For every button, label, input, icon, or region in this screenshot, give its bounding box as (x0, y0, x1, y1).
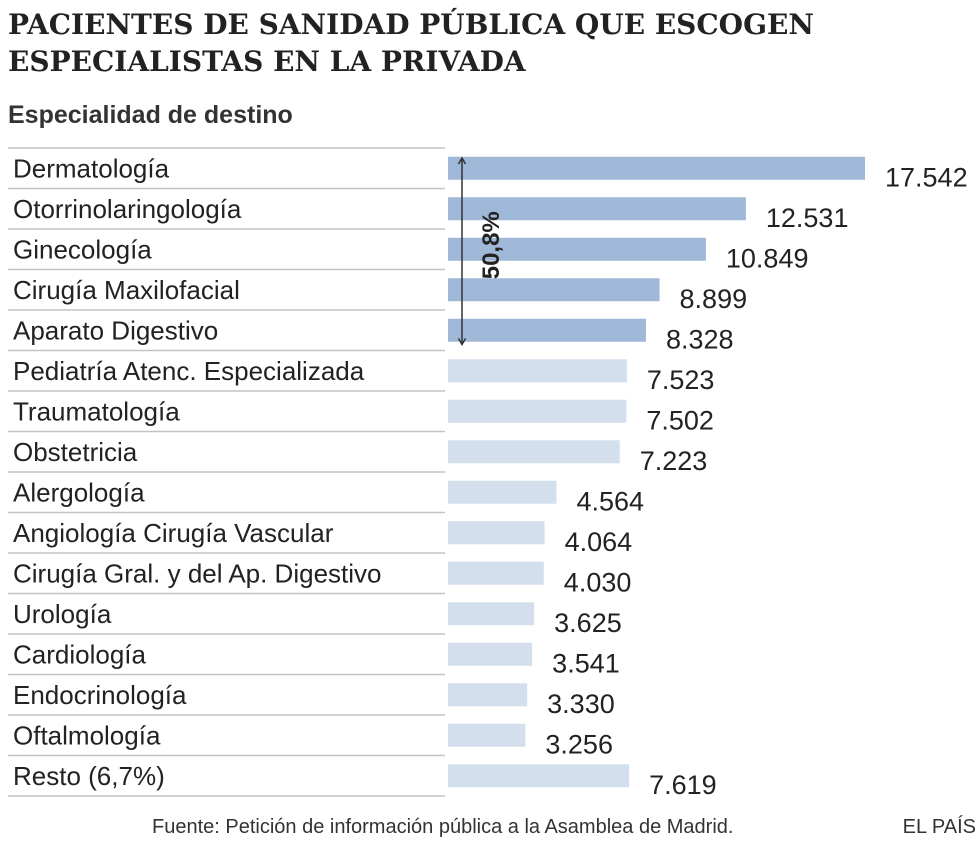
bar (448, 399, 627, 423)
value-label: 7.619 (649, 770, 717, 800)
value-label: 7.523 (647, 365, 715, 395)
value-label: 8.899 (680, 284, 748, 314)
value-label: 12.531 (766, 203, 849, 233)
bar (448, 278, 660, 302)
brand-label: EL PAÍS (902, 816, 976, 838)
value-label: 4.564 (576, 486, 644, 516)
category-label: Cardiología (13, 639, 147, 669)
bar (448, 602, 535, 626)
bar (448, 237, 706, 261)
category-label: Traumatología (13, 396, 180, 426)
category-label: Cirugía Maxilofacial (13, 275, 240, 305)
category-label: Obstetricia (13, 437, 138, 467)
value-label: 3.625 (554, 608, 622, 638)
bar (448, 359, 627, 383)
bar (448, 683, 528, 707)
category-label: Resto (6,7%) (13, 761, 165, 791)
bar (448, 197, 746, 221)
value-label: 3.256 (545, 729, 613, 759)
bar (448, 723, 526, 747)
share-annotation: 50,8% (478, 211, 505, 279)
bar (448, 764, 630, 788)
bracket-arrow-up (457, 156, 467, 165)
value-label: 17.542 (885, 162, 968, 192)
chart-subtitle: Especialidad de destino (8, 101, 293, 129)
value-label: 4.030 (564, 567, 632, 597)
category-label: Dermatología (13, 153, 170, 183)
category-label: Angiología Cirugía Vascular (13, 518, 334, 548)
bar (448, 642, 533, 666)
category-label: Alergología (13, 477, 145, 507)
category-label: Cirugía Gral. y del Ap. Digestivo (13, 558, 382, 588)
chart-title: PACIENTES DE SANIDAD PÚBLICA QUE ESCOGEN… (8, 8, 814, 78)
value-label: 10.849 (726, 243, 809, 273)
category-label: Endocrinología (13, 680, 187, 710)
category-label: Pediatría Atenc. Especializada (13, 356, 365, 386)
bar (448, 521, 545, 545)
value-label: 7.502 (646, 405, 714, 435)
bracket-arrow-down (457, 338, 467, 346)
value-label: 7.223 (640, 446, 708, 476)
bar (448, 480, 557, 504)
bar (448, 561, 544, 585)
category-label: Oftalmología (13, 720, 161, 750)
category-label: Aparato Digestivo (13, 315, 218, 345)
value-label: 8.328 (666, 324, 734, 354)
category-label: Ginecología (13, 234, 152, 264)
value-label: 4.064 (565, 527, 633, 557)
category-label: Otorrinolaringología (13, 194, 242, 224)
bar (448, 318, 646, 342)
source-note: Fuente: Petición de información pública … (152, 816, 734, 838)
value-label: 3.541 (552, 648, 620, 678)
bar (448, 440, 620, 464)
value-label: 3.330 (547, 689, 615, 719)
category-label: Urología (13, 599, 112, 629)
bar (448, 156, 865, 180)
